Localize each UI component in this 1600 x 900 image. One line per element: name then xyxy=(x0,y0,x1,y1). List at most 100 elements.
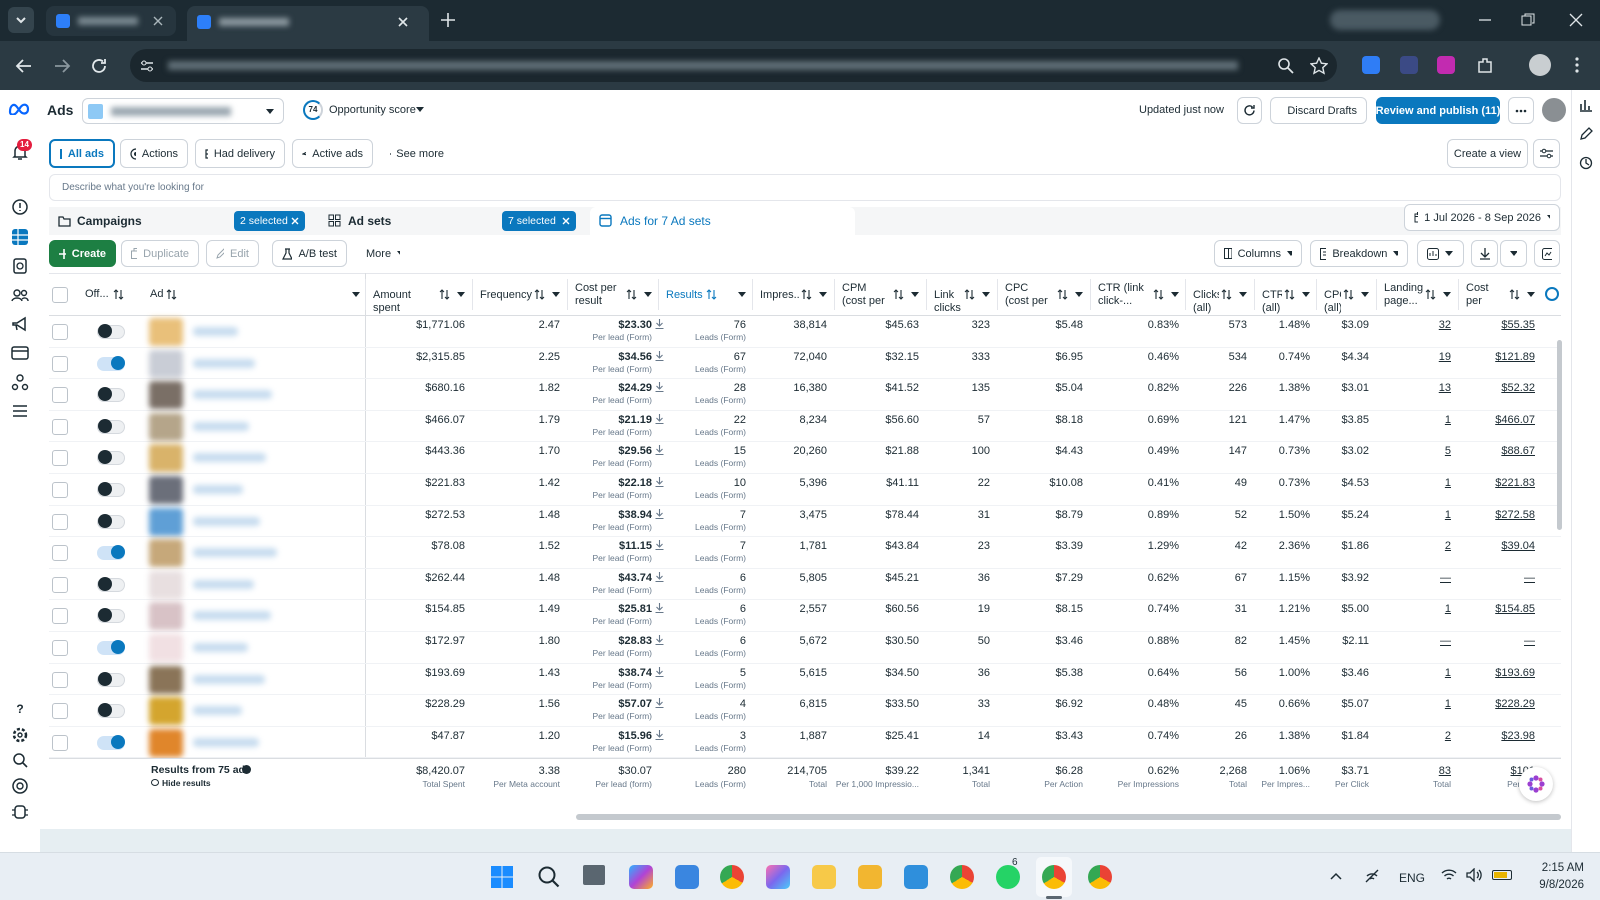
selection-chip[interactable]: 7 selected xyxy=(502,211,576,231)
sort-icon[interactable] xyxy=(1509,289,1520,300)
sort-icon[interactable] xyxy=(1221,289,1232,300)
address-bar[interactable] xyxy=(130,49,1337,82)
tray-overflow[interactable] xyxy=(1330,872,1342,880)
sort-icon[interactable] xyxy=(1153,289,1164,300)
sort-icon[interactable] xyxy=(801,289,812,300)
table-cell[interactable]: 19 xyxy=(1438,350,1451,363)
ad-name[interactable] xyxy=(193,579,254,589)
reports-button[interactable] xyxy=(1417,240,1464,267)
filter-tab[interactable]: Had delivery xyxy=(195,139,285,168)
table-cell[interactable]: 13 xyxy=(1438,382,1451,395)
column-header[interactable]: Clicks (all) xyxy=(1193,289,1219,314)
sort-icon[interactable] xyxy=(166,289,177,300)
rail-icon[interactable] xyxy=(1579,98,1593,112)
table-cell[interactable]: 1 xyxy=(1444,666,1451,679)
column-header[interactable]: Landing page... xyxy=(1384,282,1423,307)
sort-icon[interactable] xyxy=(964,289,975,300)
add-column-button[interactable] xyxy=(1545,287,1559,301)
download-icon[interactable] xyxy=(655,603,664,614)
vertical-scrollbar[interactable] xyxy=(1557,340,1562,530)
status-toggle[interactable] xyxy=(97,641,125,655)
whatsapp-icon[interactable] xyxy=(996,865,1020,889)
table-row[interactable] xyxy=(49,411,1561,443)
sort-icon[interactable] xyxy=(1284,289,1295,300)
column-menu[interactable] xyxy=(1302,292,1310,298)
column-header[interactable]: Impres... xyxy=(760,289,799,301)
refresh-button[interactable] xyxy=(1237,97,1262,124)
columns-button[interactable]: Columns xyxy=(1214,240,1302,267)
opportunity-score-badge[interactable]: 74 xyxy=(303,100,323,120)
ad-name[interactable] xyxy=(193,453,266,463)
horizontal-scrollbar[interactable] xyxy=(576,814,1561,820)
ad-name[interactable] xyxy=(193,421,249,431)
tab-search-button[interactable] xyxy=(8,7,34,33)
column-header[interactable]: Cost per result xyxy=(575,282,617,307)
chrome-icon[interactable] xyxy=(1088,865,1112,889)
table-cell[interactable]: $193.69 xyxy=(1495,666,1535,679)
table-cell[interactable]: 1 xyxy=(1444,603,1451,616)
download-icon[interactable] xyxy=(655,698,664,709)
table-cell[interactable]: 32 xyxy=(1438,319,1451,331)
table-cell[interactable]: 2 xyxy=(1444,540,1451,553)
ad-name[interactable] xyxy=(193,706,242,716)
nav-icon[interactable] xyxy=(11,286,29,304)
back-button[interactable] xyxy=(15,57,33,75)
filter-tab[interactable]: Active ads xyxy=(292,139,373,168)
nav-icon[interactable] xyxy=(11,373,29,391)
battery-icon[interactable] xyxy=(1492,870,1512,880)
ad-name[interactable] xyxy=(193,548,277,558)
table-cell[interactable]: $39.04 xyxy=(1501,540,1535,553)
column-header[interactable]: Off... xyxy=(85,288,109,300)
settings-icon[interactable] xyxy=(11,726,29,744)
restore-button[interactable] xyxy=(1521,13,1535,27)
wifi-icon[interactable] xyxy=(1441,868,1457,882)
table-row[interactable] xyxy=(49,379,1561,411)
sort-icon[interactable] xyxy=(1425,289,1436,300)
column-header[interactable]: Results xyxy=(666,289,703,301)
column-header[interactable]: CPM (cost per 1,000... xyxy=(842,282,885,309)
table-cell[interactable]: $52.32 xyxy=(1501,382,1535,395)
row-checkbox[interactable] xyxy=(52,640,68,656)
ads-tab-active[interactable]: Ads for 7 Ad sets xyxy=(590,207,855,235)
table-row[interactable] xyxy=(49,727,1561,759)
column-menu[interactable] xyxy=(352,292,360,298)
column-header[interactable]: CTR (all) xyxy=(1262,289,1282,314)
sort-icon[interactable] xyxy=(893,289,904,300)
download-icon[interactable] xyxy=(655,508,664,519)
profile-chip[interactable] xyxy=(1330,10,1440,30)
table-row[interactable] xyxy=(49,474,1561,506)
sticky-notes-icon[interactable] xyxy=(812,865,836,889)
column-menu[interactable] xyxy=(644,292,652,298)
column-menu[interactable] xyxy=(1239,292,1247,298)
ad-name[interactable] xyxy=(193,390,272,400)
nav-icon[interactable] xyxy=(11,344,29,362)
extension-icon[interactable] xyxy=(1362,56,1380,74)
browser-tab[interactable] xyxy=(46,6,176,36)
row-checkbox[interactable] xyxy=(52,418,68,435)
reload-button[interactable] xyxy=(90,57,108,75)
table-cell[interactable]: — xyxy=(1440,635,1451,647)
edit-button[interactable]: Edit xyxy=(206,240,259,267)
more-button[interactable]: More xyxy=(356,240,410,267)
extension-icon[interactable] xyxy=(1437,56,1455,74)
filter-tab-selected[interactable]: All ads xyxy=(49,139,115,168)
download-icon[interactable] xyxy=(655,666,664,677)
chrome-icon[interactable] xyxy=(1042,865,1066,889)
store-icon[interactable] xyxy=(675,865,699,889)
status-toggle[interactable] xyxy=(97,419,125,434)
column-header[interactable]: Cost per landing... xyxy=(1466,282,1507,309)
browser-menu[interactable] xyxy=(1572,56,1582,74)
table-cell[interactable]: — xyxy=(1440,571,1451,584)
browser-tab-active[interactable] xyxy=(187,6,429,41)
table-row[interactable] xyxy=(49,632,1561,664)
nav-icon[interactable] xyxy=(11,257,29,275)
campaigns-tab[interactable]: Campaigns xyxy=(77,214,142,228)
table-cell[interactable]: $55.35 xyxy=(1501,319,1535,331)
row-checkbox[interactable] xyxy=(52,482,68,498)
hide-results-link[interactable]: Hide results xyxy=(162,778,211,789)
more-options-button[interactable] xyxy=(1508,97,1534,124)
clock-time[interactable]: 2:15 AM xyxy=(1541,862,1584,874)
status-toggle[interactable] xyxy=(97,483,125,497)
forward-button[interactable] xyxy=(53,57,71,75)
ab-test-button[interactable]: A/B test xyxy=(272,240,347,267)
